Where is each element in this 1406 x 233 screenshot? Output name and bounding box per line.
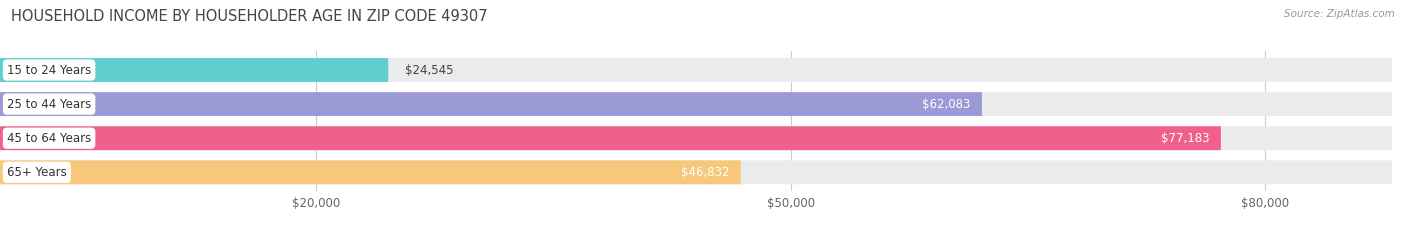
FancyBboxPatch shape	[0, 160, 1392, 184]
FancyBboxPatch shape	[0, 126, 1220, 150]
Text: 45 to 64 Years: 45 to 64 Years	[7, 132, 91, 145]
Text: $77,183: $77,183	[1161, 132, 1209, 145]
Text: 65+ Years: 65+ Years	[7, 166, 66, 179]
FancyBboxPatch shape	[0, 58, 1392, 82]
Text: $24,545: $24,545	[405, 64, 454, 76]
FancyBboxPatch shape	[0, 58, 388, 82]
Text: $46,832: $46,832	[681, 166, 730, 179]
FancyBboxPatch shape	[0, 160, 741, 184]
Text: HOUSEHOLD INCOME BY HOUSEHOLDER AGE IN ZIP CODE 49307: HOUSEHOLD INCOME BY HOUSEHOLDER AGE IN Z…	[11, 9, 488, 24]
FancyBboxPatch shape	[0, 92, 981, 116]
FancyBboxPatch shape	[0, 126, 1392, 150]
Text: $62,083: $62,083	[922, 98, 972, 111]
Text: Source: ZipAtlas.com: Source: ZipAtlas.com	[1284, 9, 1395, 19]
FancyBboxPatch shape	[0, 92, 1392, 116]
Text: 15 to 24 Years: 15 to 24 Years	[7, 64, 91, 76]
Text: 25 to 44 Years: 25 to 44 Years	[7, 98, 91, 111]
